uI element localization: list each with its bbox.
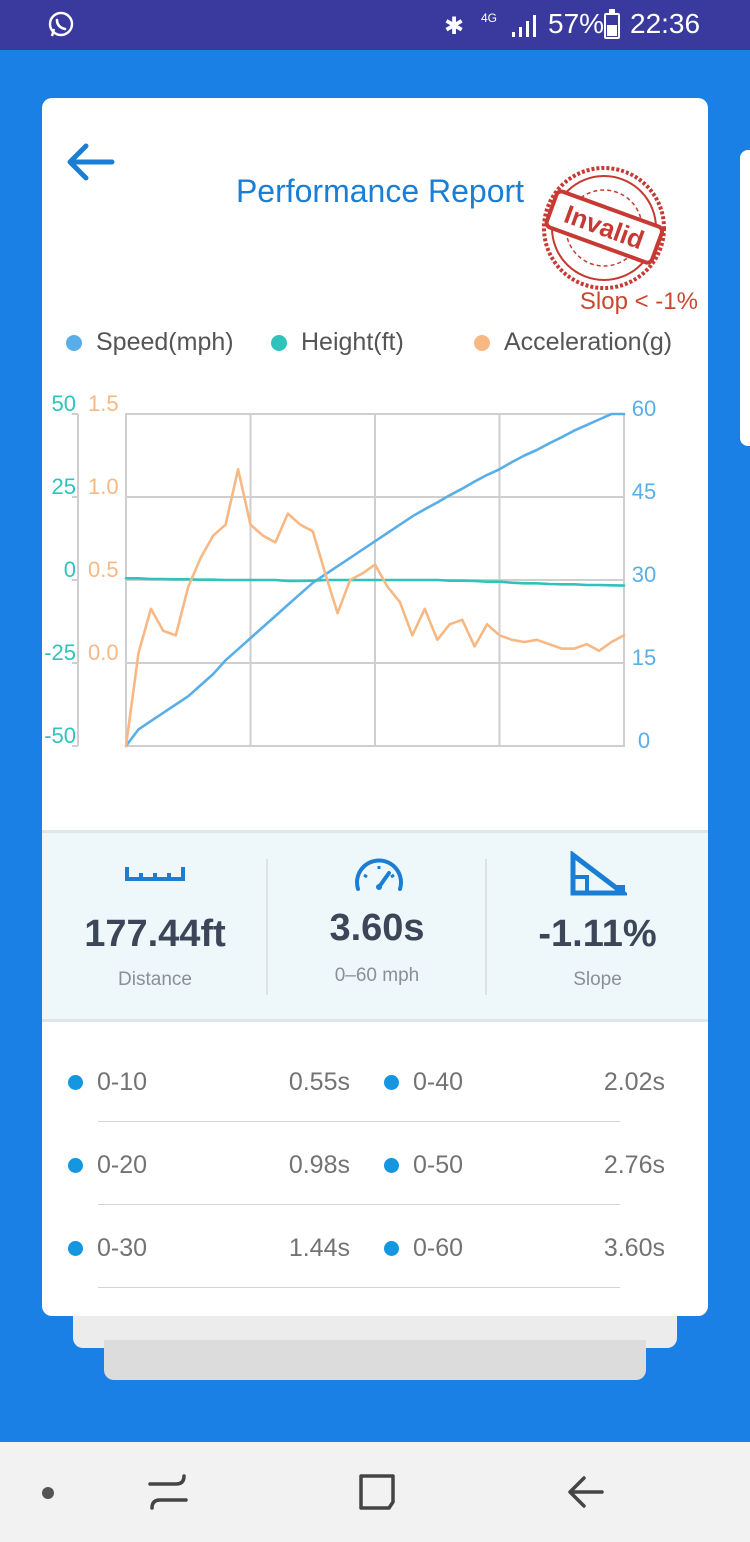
legend-height-dot <box>271 334 287 351</box>
split-range-label: 0-60 <box>413 1234 464 1262</box>
slope-value: -1.11% <box>538 913 657 955</box>
split-range-label: 0-50 <box>413 1151 464 1179</box>
bullet-dot <box>68 1075 83 1090</box>
stat-divider <box>485 859 487 995</box>
speed-tick-label: 15 <box>632 645 656 670</box>
legend-height: Height(ft) <box>271 328 404 357</box>
acceleration-tick-label: 1.5 <box>88 391 119 416</box>
performance-chart: 50 25 0 -25 -50 1.5 1.0 0.5 0.0 60 45 30 15 0 <box>44 391 656 753</box>
legend-acceleration: Acceleration(g) <box>474 328 672 357</box>
battery-percent: 57% <box>548 8 605 39</box>
table-row: 0-10 0.55s 0-40 2.02s <box>42 1038 708 1122</box>
legend-acceleration-dot <box>474 334 490 351</box>
speed-tick-label: 45 <box>632 479 656 504</box>
chart-ticks: 50 25 0 -25 -50 1.5 1.0 0.5 0.0 60 45 30 15 0 <box>44 391 656 753</box>
row-divider <box>98 1204 620 1205</box>
legend-speed-label: Speed(mph) <box>96 328 234 356</box>
chart-lines <box>124 412 626 748</box>
split-range-label: 0-10 <box>97 1068 148 1096</box>
height-tick-label: -25 <box>44 640 76 665</box>
network-type: 4G <box>481 11 498 25</box>
speed-tick-label: 30 <box>632 562 656 587</box>
card-stack-shadow-back <box>104 1340 646 1380</box>
nav-indicator-dot <box>42 1487 54 1499</box>
split-time: 0.98s <box>288 1151 350 1179</box>
whatsapp-icon <box>48 11 74 37</box>
slope-label: Slope <box>573 969 622 990</box>
split-time: 3.60s <box>603 1234 665 1262</box>
ruler-icon <box>125 867 185 881</box>
bullet-dot <box>384 1241 399 1256</box>
split-time: 2.76s <box>603 1151 665 1179</box>
speedometer-icon <box>355 858 403 891</box>
row-divider <box>98 1121 620 1122</box>
legend-speed: Speed(mph) <box>66 328 234 357</box>
bluetooth-icon: ✱ <box>444 13 465 40</box>
stat-distance: 177.44ft Distance <box>42 833 268 1025</box>
legend-speed-dot <box>66 334 82 351</box>
stat-time: 3.60s 0–60 mph <box>268 833 486 1025</box>
split-range: 0-20 <box>68 1151 147 1180</box>
split-range-label: 0-30 <box>97 1234 148 1262</box>
split-range: 0-30 <box>68 1234 147 1263</box>
split-range-label: 0-20 <box>97 1151 148 1179</box>
stat-divider <box>266 859 268 995</box>
stat-slope: -1.11% Slope <box>487 833 708 1025</box>
height-tick-label: 50 <box>52 391 76 416</box>
signal-icon <box>512 15 536 37</box>
legend-acceleration-label: Acceleration(g) <box>504 328 673 356</box>
back-arrow-icon[interactable] <box>62 140 118 184</box>
split-range: 0-50 <box>384 1151 463 1180</box>
speed-tick-label: 60 <box>632 396 656 421</box>
speed-tick-label: 0 <box>638 728 650 753</box>
splits-table: 0-10 0.55s 0-40 2.02s 0-20 0.98s 0-50 2.… <box>42 1038 708 1308</box>
split-range: 0-10 <box>68 1068 147 1097</box>
acceleration-tick-label: 0.5 <box>88 557 119 582</box>
time-value: 3.60s <box>329 907 425 949</box>
split-time: 1.44s <box>288 1234 350 1262</box>
height-tick-label: 0 <box>64 557 76 582</box>
split-range: 0-40 <box>384 1068 463 1097</box>
stats-panel: 177.44ft Distance 3.60s 0–60 mph -1.11% … <box>42 830 708 1022</box>
invalid-stamp: Invalid <box>542 166 666 290</box>
table-row: 0-20 0.98s 0-50 2.76s <box>42 1121 708 1205</box>
speed-line <box>124 412 626 748</box>
acceleration-tick-label: 0.0 <box>88 640 119 665</box>
split-range-label: 0-40 <box>413 1068 464 1096</box>
bullet-dot <box>384 1075 399 1090</box>
back-nav-icon[interactable] <box>564 1472 608 1512</box>
time-label: 0–60 mph <box>334 965 420 986</box>
height-line <box>124 577 626 587</box>
height-tick-label: 25 <box>52 474 76 499</box>
chart-legend: Speed(mph) Height(ft) Acceleration(g) <box>42 328 708 368</box>
legend-height-label: Height(ft) <box>301 328 404 356</box>
row-divider <box>98 1287 620 1288</box>
acceleration-tick-label: 1.0 <box>88 474 119 499</box>
navigation-bar <box>0 1442 750 1542</box>
distance-value: 177.44ft <box>84 913 226 955</box>
bullet-dot <box>384 1158 399 1173</box>
table-row: 0-30 1.44s 0-60 3.60s <box>42 1204 708 1288</box>
side-drawer-handle[interactable] <box>740 150 750 446</box>
slope-triangle-icon <box>570 851 627 896</box>
bullet-dot <box>68 1241 83 1256</box>
slope-warning: Slop < -1% <box>579 288 698 315</box>
clock: 22:36 <box>630 8 701 39</box>
height-tick-label: -50 <box>44 723 76 748</box>
battery-icon <box>604 9 620 39</box>
report-card: Performance Report Invalid Slop < -1% Sp… <box>42 98 708 1316</box>
recent-apps-icon[interactable] <box>146 1472 190 1512</box>
acceleration-line <box>124 468 626 748</box>
bullet-dot <box>68 1158 83 1173</box>
split-time: 2.02s <box>603 1068 665 1096</box>
split-time: 0.55s <box>288 1068 350 1096</box>
distance-label: Distance <box>118 969 192 990</box>
page-title: Performance Report <box>235 173 525 209</box>
split-range: 0-60 <box>384 1234 463 1263</box>
home-icon[interactable] <box>355 1472 399 1512</box>
status-bar: ✱ 4G 57% 22:36 <box>0 0 750 50</box>
